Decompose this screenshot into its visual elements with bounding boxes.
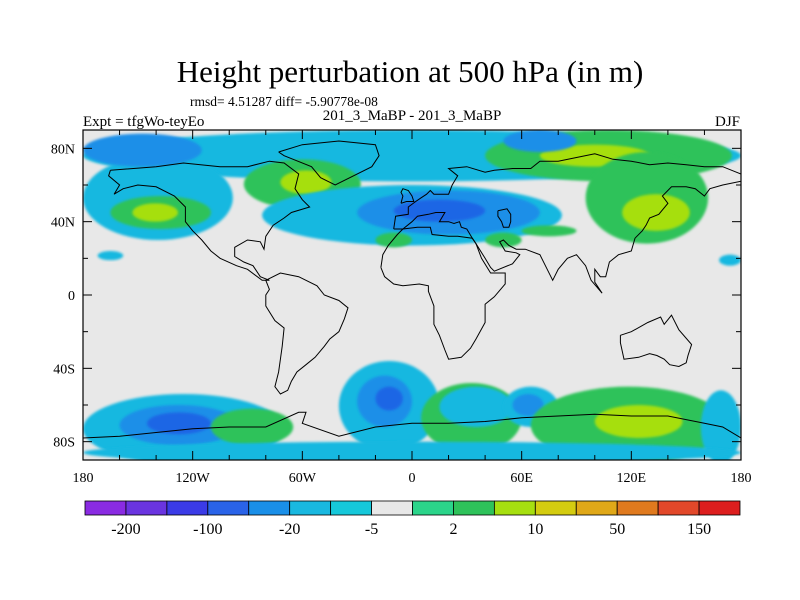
coastline-eurasia: [393, 153, 741, 294]
colorbar-swatch-15: [698, 500, 741, 516]
colorbar-label-5: 10: [527, 521, 543, 538]
colorbar-swatch-13: [616, 500, 659, 516]
contour-region-s-edge-blue: [700, 390, 741, 460]
contour-region-s-atlantic-blue: [439, 386, 513, 428]
x-tick-label-3: 0: [409, 471, 416, 486]
colorbar-label-6: 50: [609, 521, 625, 538]
coastline-south-america: [265, 272, 349, 395]
coastline-layer: [83, 140, 741, 460]
contour-region-s-pole-band: [83, 441, 741, 460]
contour-region-tropic-blue-east: [97, 251, 124, 261]
colorbar-swatch-0: [84, 500, 127, 516]
colorbar-swatch-11: [534, 500, 577, 516]
contour-region-n-america-peak: [280, 170, 332, 195]
coastline-caspian: [497, 208, 512, 228]
colorbar-swatch-1: [125, 500, 168, 516]
x-tick-label-5: 120E: [617, 471, 647, 486]
x-tick-label-4: 60E: [510, 471, 533, 486]
colorbar-label-7: 150: [687, 521, 711, 538]
contour-region-arctic-trough: [503, 130, 577, 152]
contour-region-s-pacific-low-deep: [146, 412, 211, 435]
colorbar-swatch-10: [493, 500, 536, 516]
subtitle-right: DJF: [715, 114, 740, 130]
contour-fill-layer: [83, 130, 741, 460]
colorbar-swatch-7: [371, 500, 413, 516]
chart-title: Height perturbation at 500 hPa (in m): [177, 54, 644, 89]
colorbar-swatch-3: [207, 500, 250, 516]
colorbar: -200 -100 -20 -5 2 10 50 150: [84, 500, 741, 538]
colorbar-swatch-8: [412, 500, 454, 516]
subtitle-left: Expt = tfgWo-teyEo: [83, 114, 204, 130]
contour-region-atlantic-trough-deep: [393, 199, 486, 222]
x-tick-label-1: 120W: [176, 471, 211, 486]
contour-region-n-pacific-blue: [83, 133, 202, 167]
colorbar-swatch-6: [330, 500, 372, 516]
colorbar-label-4: 2: [449, 521, 457, 538]
colorbar-label-2: -20: [279, 521, 300, 538]
contour-region-indian-blue-core: [512, 394, 544, 416]
colorbar-label-1: -100: [193, 521, 222, 538]
colorbar-swatch-9: [453, 500, 495, 516]
coastline-antarctica: [83, 411, 741, 460]
y-tick-label-4: 80S: [53, 436, 75, 451]
coastline-north-america: [108, 160, 311, 281]
colorbar-swatch-4: [248, 500, 291, 516]
coastline-greenland: [278, 140, 380, 186]
coastline-africa: [380, 226, 506, 360]
x-tick-label-0: 180: [73, 471, 94, 486]
y-tick-label-3: 40S: [53, 362, 75, 377]
colorbar-swatch-14: [657, 500, 700, 516]
coastline-australia: [619, 314, 693, 368]
colorbar-swatch-12: [575, 500, 618, 516]
contour-region-tropic-green-3: [521, 225, 577, 237]
x-tick-label-2: 60W: [289, 471, 317, 486]
colorbar-label-0: -200: [111, 521, 140, 538]
contour-region-s-america-low-deep: [375, 386, 403, 411]
x-tick-label-6: 180: [731, 471, 752, 486]
colorbar-swatch-2: [166, 500, 209, 516]
y-tick-label-1: 40N: [51, 216, 75, 231]
contour-region-tropic-blue-west: [719, 254, 741, 266]
y-tick-label-2: 0: [68, 289, 75, 304]
contour-region-west-pac-peak: [132, 203, 179, 222]
coastline-british-isles: [400, 188, 415, 204]
contour-region-s-indian-peak: [594, 405, 683, 438]
axes: 180 120W 60W 0 60E 120E 180 80N 40N 0 40S 80S: [51, 130, 752, 486]
y-tick-label-0: 80N: [51, 142, 75, 157]
contour-region-asia-peak: [622, 194, 690, 231]
stats-line: rmsd= 4.51287 diff= -5.90778e-08: [190, 94, 378, 109]
colorbar-swatch-5: [289, 500, 332, 516]
plot-area: [82, 129, 742, 461]
contour-region-tropic-green-1: [375, 232, 412, 248]
subtitle-center: 201_3_MaBP - 201_3_MaBP: [323, 108, 502, 124]
colorbar-label-3: -5: [365, 521, 378, 538]
